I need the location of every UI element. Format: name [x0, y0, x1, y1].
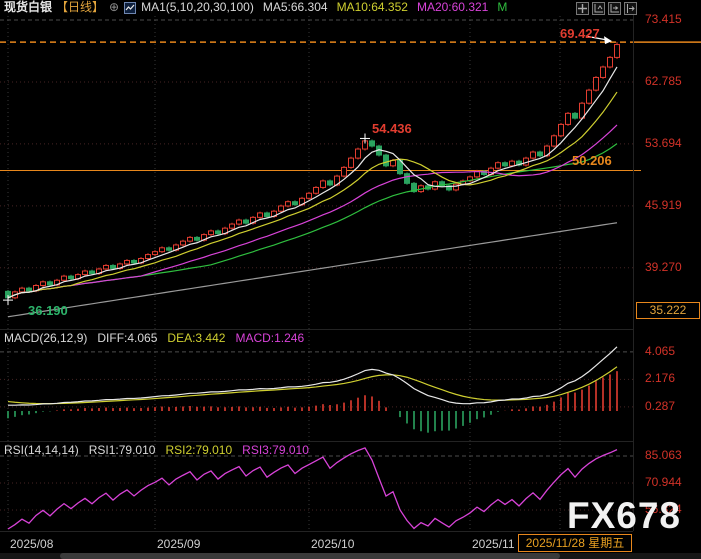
- macd-title-label: MACD(26,12,9): [4, 331, 88, 345]
- watermark: FX678: [567, 495, 682, 536]
- support-line-annotation: 50.206: [572, 153, 612, 168]
- move-crosshair-button[interactable]: [576, 2, 589, 15]
- macd-axis-label: 4.065: [645, 344, 676, 358]
- rsi3-value: RSI3:79.010: [242, 443, 309, 457]
- peak-price-annotation: 54.436: [372, 121, 412, 136]
- latest-date-box: 2025/11/28 星期五: [518, 534, 632, 552]
- price-axis-label: 39.270: [645, 260, 682, 274]
- macd-axis-label: 2.176: [645, 371, 676, 385]
- symbol-name: 现货白银: [4, 0, 53, 14]
- scrollbar-thumb[interactable]: [60, 553, 560, 559]
- ma20-value: MA20:60.321: [416, 0, 489, 14]
- month-label: 2025/11: [472, 537, 515, 551]
- goto-latest-button[interactable]: [608, 2, 621, 15]
- ma10-value: MA10:64.352: [336, 0, 408, 14]
- rsi-axis-label: 56.824: [645, 502, 682, 516]
- add-compare-icon[interactable]: ⊕: [109, 0, 120, 14]
- price-axis-label: 73.415: [645, 12, 682, 26]
- rsi-title-label: RSI(14,14,14): [4, 443, 79, 457]
- indicator-chart-icon[interactable]: [124, 1, 137, 14]
- pane-separator: [0, 441, 633, 442]
- ma5-value: MA5:66.304: [262, 0, 328, 14]
- axis-separator: [633, 15, 634, 531]
- macd-axis-label: 0.287: [645, 399, 676, 413]
- price-axis-label: 45.919: [645, 198, 682, 212]
- pane-separator: [0, 329, 633, 330]
- ma30-value-truncated: M: [497, 0, 508, 14]
- price-axis-label: 53.694: [645, 136, 682, 150]
- price-axis-label: 62.785: [645, 74, 682, 88]
- rsi-axis-label: 85.063: [645, 448, 682, 462]
- month-label: 2025/10: [311, 537, 355, 551]
- fit-scale-button[interactable]: [592, 2, 605, 15]
- period-selector[interactable]: 【日线】: [56, 0, 105, 14]
- ma-settings-label: MA1(5,10,20,30,100): [141, 0, 254, 14]
- macd-legend: MACD(26,12,9) DIFF:4.065 DEA:3.442 MACD:…: [4, 331, 304, 345]
- chart-header: 现货白银 【日线】 ⊕ MA1(5,10,20,30,100) MA5:66.3…: [0, 0, 701, 15]
- month-label: 2025/08: [10, 537, 54, 551]
- current-price-annotation: 69.427: [560, 26, 600, 41]
- chart-toolbar: [576, 2, 637, 15]
- axis-boxed-price-label: 35.222: [636, 302, 700, 319]
- rsi1-value: RSI1:79.010: [88, 443, 156, 457]
- macd-diff-value: DIFF:4.065: [97, 331, 158, 345]
- macd-dea-value: DEA:3.442: [167, 331, 226, 345]
- rsi-legend: RSI(14,14,14) RSI1:79.010 RSI2:79.010 RS…: [4, 443, 309, 457]
- macd-hist-value: MACD:1.246: [235, 331, 305, 345]
- pan-right-button[interactable]: [624, 2, 637, 15]
- month-label: 2025/09: [157, 537, 201, 551]
- low-price-annotation: 36.190: [28, 303, 68, 318]
- rsi2-value: RSI2:79.010: [165, 443, 233, 457]
- rsi-axis-label: 70.944: [645, 475, 682, 489]
- pane-separator: [0, 531, 633, 532]
